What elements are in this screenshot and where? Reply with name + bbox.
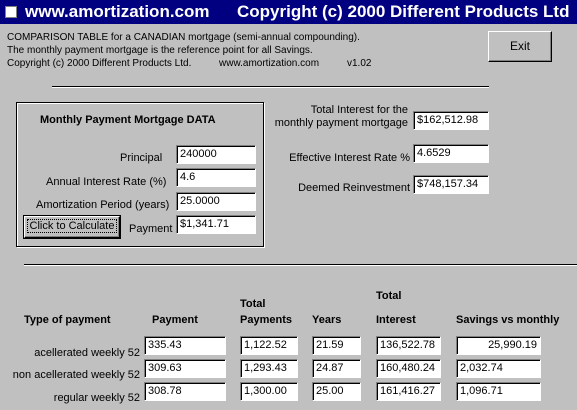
- row-years-field[interactable]: 25.00: [312, 382, 361, 401]
- calculate-button-label: Click to Calculate: [26, 219, 118, 233]
- header-site: www.amortization.com: [219, 58, 320, 69]
- row-total-payments-field[interactable]: 1,122.52: [240, 336, 298, 355]
- col-header-type: Type of payment: [24, 314, 111, 326]
- row-payment-field[interactable]: 335.43: [144, 336, 226, 355]
- row-savings-field[interactable]: 1,096.71: [456, 382, 541, 401]
- row-label: regular weekly 52: [53, 392, 140, 404]
- middle-separator: [24, 264, 577, 266]
- title-site: www.amortization.com: [25, 2, 210, 21]
- row-total-interest-field[interactable]: 136,522.78: [376, 336, 441, 355]
- payment-field[interactable]: $1,341.71: [176, 215, 256, 234]
- row-payment-field[interactable]: 309.63: [144, 359, 226, 378]
- row-years-field[interactable]: 24.87: [312, 359, 361, 378]
- header-line-2: The monthly payment mortgage is the refe…: [7, 45, 313, 56]
- row-savings-field[interactable]: 2,032.74: [456, 359, 541, 378]
- col-header-total-interest-1: Total: [376, 290, 402, 302]
- row-total-interest-field[interactable]: 161,416.27: [376, 382, 441, 401]
- payment-label: Payment: [129, 223, 173, 235]
- monthly-data-title: Monthly Payment Mortgage DATA: [40, 114, 216, 126]
- header-copyright: Copyright (c) 2000 Different Products Lt…: [7, 58, 192, 69]
- total-interest-field[interactable]: $162,512.98: [413, 111, 489, 130]
- app-icon: [5, 6, 17, 18]
- row-total-payments-field[interactable]: 1,293.43: [240, 359, 298, 378]
- top-separator: [52, 86, 489, 88]
- period-field[interactable]: 25.0000: [176, 192, 256, 211]
- principal-field[interactable]: 240000: [176, 145, 256, 164]
- exit-button[interactable]: Exit: [488, 31, 552, 62]
- title-copyright: Copyright (c) 2000 Different Products Lt…: [237, 2, 570, 21]
- effective-rate-field[interactable]: 4.6529: [413, 144, 489, 163]
- row-total-payments-field[interactable]: 1,300.00: [240, 382, 298, 401]
- monthly-data-group: [16, 102, 264, 247]
- col-header-payment: Payment: [152, 314, 198, 326]
- col-header-total-interest-2: Interest: [376, 314, 416, 326]
- col-header-total-payments-2: Payments: [240, 314, 292, 326]
- period-label: Amortization Period (years): [36, 199, 170, 211]
- deemed-reinvestment-field[interactable]: $748,157.34: [413, 175, 489, 194]
- row-payment-field[interactable]: 308.78: [144, 382, 226, 401]
- header-version: v1.02: [347, 58, 372, 69]
- row-label: acellerated weekly 52: [34, 347, 140, 359]
- header-line-3: Copyright (c) 2000 Different Products Lt…: [7, 57, 371, 70]
- row-total-interest-field[interactable]: 160,480.24: [376, 359, 441, 378]
- row-label: non acellerated weekly 52: [12, 369, 140, 381]
- header-line-1: COMPARISON TABLE for a CANADIAN mortgage…: [7, 32, 360, 43]
- col-header-total-payments-1: Total: [240, 298, 266, 310]
- title-bar: www.amortization.com Copyright (c) 2000 …: [0, 0, 577, 24]
- col-header-savings: Savings vs monthly: [456, 314, 560, 326]
- effective-rate-label: Effective Interest Rate %: [289, 152, 410, 164]
- rate-field[interactable]: 4.6: [176, 168, 256, 187]
- row-years-field[interactable]: 21.59: [312, 336, 361, 355]
- calculate-button[interactable]: Click to Calculate: [23, 215, 121, 239]
- total-interest-label-1: Total Interest for the: [310, 104, 408, 116]
- rate-label: Annual Interest Rate (%): [46, 176, 167, 188]
- total-interest-label-2: monthly payment mortgage: [274, 117, 408, 129]
- row-savings-field[interactable]: 25,990.19: [456, 336, 541, 355]
- deemed-reinvestment-label: Deemed Reinvestment: [298, 182, 410, 194]
- principal-label: Principal: [120, 152, 163, 164]
- col-header-years: Years: [312, 314, 342, 326]
